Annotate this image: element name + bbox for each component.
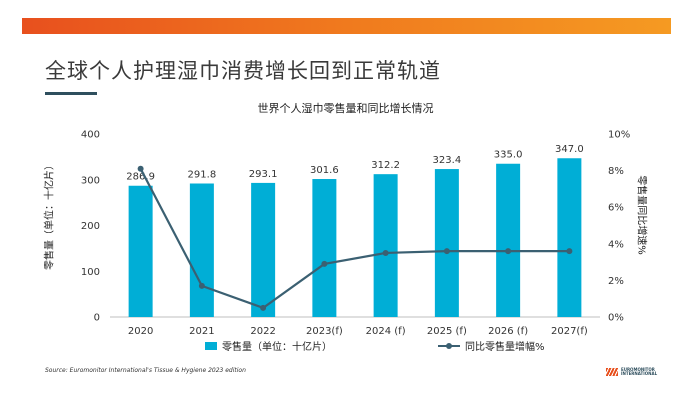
bar-value-label: 335.0 <box>494 150 523 161</box>
y-left-tick-label: 300 <box>81 175 100 186</box>
bar <box>557 158 582 317</box>
legend-bar-swatch <box>205 341 217 350</box>
bar-value-label: 347.0 <box>555 144 584 155</box>
bar <box>251 182 276 317</box>
growth-point <box>566 248 573 255</box>
y-right-tick-label: 10% <box>608 130 630 141</box>
growth-point <box>505 248 512 255</box>
growth-point <box>260 304 267 311</box>
header-accent-bar <box>22 18 671 34</box>
bar-value-label: 286.9 <box>126 172 155 183</box>
growth-point <box>321 260 328 267</box>
x-tick-label: 2026 (f) <box>488 326 528 337</box>
bar-value-label: 301.6 <box>310 165 339 176</box>
title-underline <box>45 92 97 95</box>
legend-line-swatch <box>438 342 460 350</box>
bar <box>128 185 153 317</box>
legend-line-label: 同比零售量增幅% <box>465 342 545 353</box>
y-right-tick-label: 2% <box>608 276 624 287</box>
logo-text: EUROMONITOR INTERNATIONAL <box>621 367 658 376</box>
y-axis-right-label: 零售量同比增速% <box>635 175 647 255</box>
legend-item-bar: 零售量（单位：十亿片） <box>205 338 332 353</box>
bar-value-label: 323.4 <box>433 155 462 166</box>
x-tick-label: 2021 <box>189 326 214 337</box>
x-tick-label: 2023(f) <box>306 326 343 337</box>
y-axis-left-label: 零售量（单位：十亿片） <box>44 160 56 270</box>
x-tick-label: 2027(f) <box>551 326 588 337</box>
x-tick-label: 2025 (f) <box>427 326 467 337</box>
x-tick-label: 2022 <box>250 326 275 337</box>
bar-value-label: 293.1 <box>249 169 278 180</box>
y-left-tick-label: 200 <box>81 221 100 232</box>
growth-point <box>198 282 205 289</box>
euromonitor-logo: EUROMONITOR INTERNATIONAL <box>606 368 657 376</box>
growth-point <box>382 249 389 256</box>
y-left-tick-label: 400 <box>81 130 100 141</box>
y-right-tick-label: 8% <box>608 166 624 177</box>
y-right-tick-label: 0% <box>608 313 624 324</box>
bar-value-label: 291.8 <box>188 170 217 181</box>
bar <box>189 183 214 317</box>
growth-point <box>443 248 450 255</box>
y-right-tick-label: 6% <box>608 203 624 214</box>
bar-value-label: 312.2 <box>371 160 400 171</box>
slide-title: 全球个人护理湿巾消费增长回到正常轨道 <box>45 59 441 83</box>
legend-bar-label: 零售量（单位：十亿片） <box>222 342 332 353</box>
legend-item-line: 同比零售量增幅% <box>438 338 545 353</box>
growth-point <box>137 165 144 172</box>
y-left-tick-label: 100 <box>81 267 100 278</box>
bar <box>496 163 521 317</box>
bar <box>312 179 337 317</box>
y-left-tick-label: 0 <box>94 313 100 324</box>
chart-title: 世界个人湿巾零售量和同比增长情况 <box>257 102 434 115</box>
growth-line <box>139 168 570 310</box>
x-tick-label: 2024 (f) <box>366 326 406 337</box>
x-tick-label: 2020 <box>128 326 153 337</box>
y-right-tick-label: 4% <box>608 239 624 250</box>
logo-mark-icon <box>606 368 618 376</box>
source-note: Source: Euromonitor International's Tiss… <box>45 367 246 374</box>
bar <box>373 174 398 317</box>
bar <box>434 169 459 317</box>
